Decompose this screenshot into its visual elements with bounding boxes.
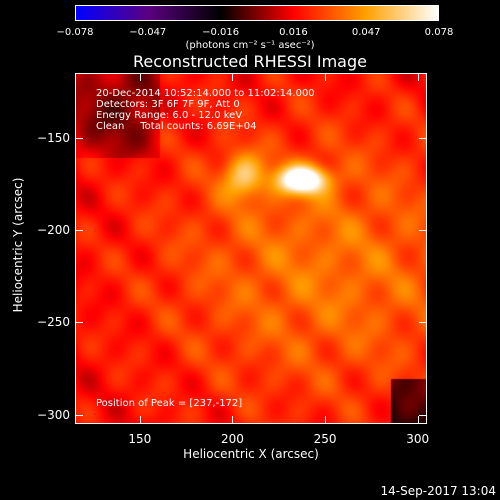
x-tick-label: 200 [221, 432, 244, 446]
colorbar-tick-label: 0.047 [351, 27, 381, 38]
y-tick-mark [419, 137, 427, 139]
x-tick-mark [325, 416, 327, 424]
x-tick-mark [232, 73, 234, 81]
peak-position-annotation: Position of Peak = [237,-172] [96, 398, 243, 409]
x-tick-label: 250 [313, 432, 337, 446]
clean-total-counts-annotation: Clean Total counts: 6.69E+04 [96, 121, 257, 132]
colorbar-tick-label: −0.016 [202, 27, 240, 38]
y-tick-mark [75, 230, 83, 232]
y-tick-label: −300 [37, 407, 70, 422]
energy-range-annotation: Energy Range: 6.0 - 12.0 keV [96, 110, 243, 121]
y-tick-mark [419, 414, 427, 416]
y-tick-label: −200 [37, 223, 70, 238]
y-tick-mark [419, 322, 427, 324]
y-tick-mark [75, 322, 83, 324]
colorbar [75, 5, 439, 21]
y-tick-mark [419, 230, 427, 232]
x-axis-label: Heliocentric X (arcsec) [183, 447, 319, 461]
y-axis-label: Heliocentric Y (arcsec) [11, 177, 25, 313]
colorbar-tick-label: −0.078 [56, 27, 94, 38]
heatmap-image: 20-Dec-2014 10:52:14.000 to 11:02:14.000… [75, 73, 427, 424]
time-range-annotation: 20-Dec-2014 10:52:14.000 to 11:02:14.000 [96, 88, 315, 99]
y-tick-mark [75, 414, 83, 416]
y-tick-label: −150 [37, 130, 70, 145]
colorbar-tick-label: 0.078 [424, 27, 454, 38]
x-tick-label: 150 [128, 432, 152, 446]
x-tick-mark [232, 416, 234, 424]
y-tick-mark [75, 137, 83, 139]
x-tick-mark [325, 73, 327, 81]
x-tick-mark [139, 73, 141, 81]
x-tick-mark [139, 416, 141, 424]
colorbar-tick-label: −0.047 [129, 27, 167, 38]
plot-title: Reconstructed RHESSI Image [133, 52, 367, 71]
x-tick-label: 300 [406, 432, 430, 446]
footer-date: 14-Sep-2017 13:04 [380, 484, 496, 498]
x-tick-mark [417, 416, 419, 424]
x-tick-mark [417, 73, 419, 81]
colorbar-unit-label: (photons cm⁻² s⁻¹ asec⁻²) [185, 40, 315, 51]
y-tick-label: −250 [37, 315, 70, 330]
heatmap-canvas [76, 74, 426, 423]
detectors-annotation: Detectors: 3F 6F 7F 9F, Att 0 [96, 99, 240, 110]
colorbar-tick-label: 0.016 [279, 27, 308, 38]
